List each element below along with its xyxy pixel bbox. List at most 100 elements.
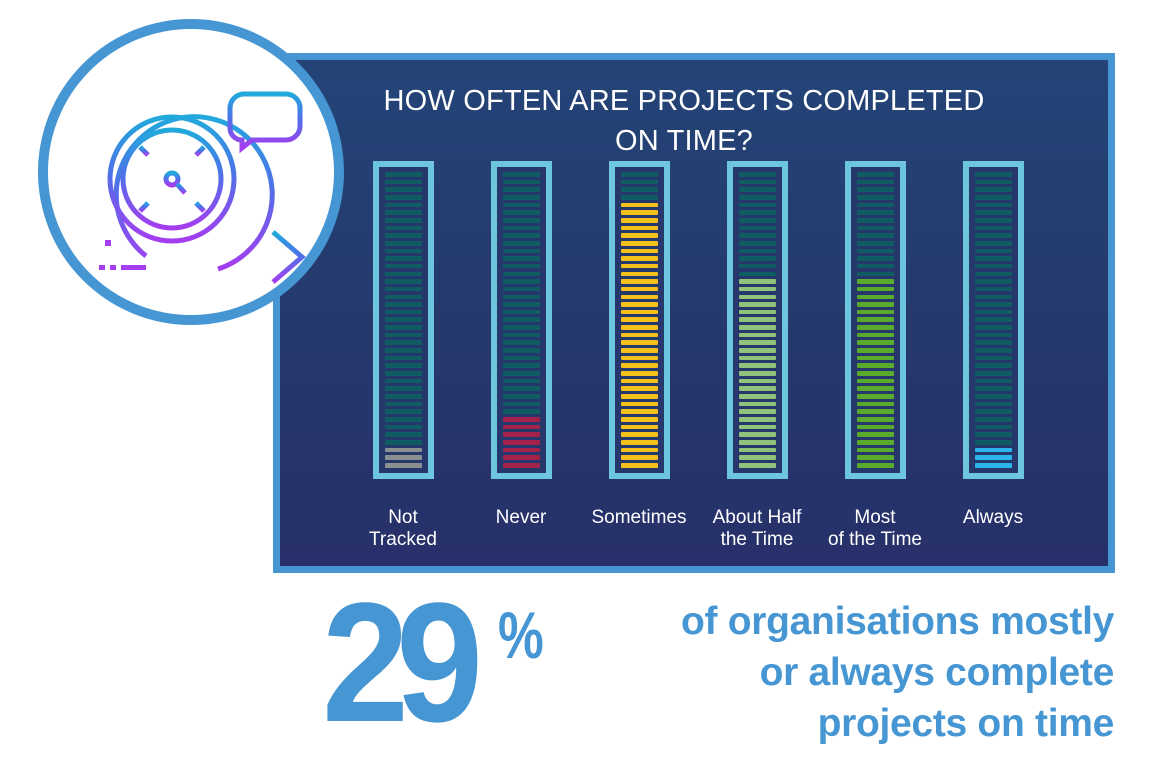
empty-segment <box>503 401 540 407</box>
filled-segment <box>621 378 658 384</box>
chart-title-line-2: ON TIME? <box>614 125 754 157</box>
filled-segment <box>857 286 894 292</box>
empty-segment <box>857 194 894 200</box>
empty-segment <box>503 394 540 399</box>
empty-segment <box>385 340 422 346</box>
filled-segment <box>739 371 776 376</box>
empty-segment <box>385 194 422 200</box>
filled-segment <box>739 378 776 384</box>
filled-segment <box>621 371 658 376</box>
filled-segment <box>621 455 658 460</box>
empty-segment <box>857 263 894 269</box>
filled-segment <box>739 286 776 292</box>
empty-segment <box>739 271 776 277</box>
empty-segment <box>503 409 540 414</box>
filled-segment <box>621 432 658 437</box>
empty-segment <box>739 202 776 208</box>
clock-speed-arrow-chat-icon <box>99 91 306 284</box>
empty-segment <box>503 172 540 177</box>
segment-stack <box>385 172 422 468</box>
filled-segment <box>621 348 658 353</box>
filled-segment <box>739 317 776 323</box>
filled-segment <box>621 325 658 330</box>
empty-segment <box>975 179 1012 185</box>
bar-most-of-the-time <box>845 161 906 479</box>
empty-segment <box>385 263 422 269</box>
filled-segment <box>739 325 776 330</box>
empty-segment <box>503 363 540 368</box>
stat-percent-sign: % <box>498 598 544 672</box>
empty-segment <box>857 202 894 208</box>
filled-segment <box>857 462 894 468</box>
label-line-1: Not <box>388 507 418 528</box>
empty-segment <box>503 256 540 261</box>
filled-segment <box>857 394 894 399</box>
segment-stack <box>857 172 894 468</box>
empty-segment <box>503 378 540 384</box>
filled-segment <box>739 302 776 307</box>
filled-segment <box>621 309 658 315</box>
bar-label-about-half: About Half the Time <box>698 507 816 551</box>
empty-segment <box>385 355 422 361</box>
empty-segment <box>621 179 658 185</box>
empty-segment <box>503 325 540 330</box>
empty-segment <box>975 302 1012 307</box>
empty-segment <box>621 187 658 192</box>
stat-number: 29 <box>322 568 483 758</box>
empty-segment <box>385 409 422 414</box>
empty-segment <box>385 417 422 422</box>
filled-segment <box>739 355 776 361</box>
empty-segment <box>385 271 422 277</box>
empty-segment <box>975 371 1012 376</box>
empty-segment <box>975 210 1012 215</box>
empty-segment <box>385 233 422 238</box>
filled-segment <box>503 417 540 422</box>
empty-segment <box>503 371 540 376</box>
empty-segment <box>739 248 776 254</box>
filled-segment <box>621 286 658 292</box>
bar-label-most-of-the-time: Most of the Time <box>816 507 934 551</box>
empty-segment <box>385 210 422 215</box>
filled-segment <box>621 279 658 284</box>
empty-segment <box>739 263 776 269</box>
empty-segment <box>975 378 1012 384</box>
filled-segment <box>621 302 658 307</box>
empty-segment <box>503 340 540 346</box>
filled-segment <box>857 409 894 414</box>
filled-segment <box>739 409 776 414</box>
empty-segment <box>857 172 894 177</box>
empty-segment <box>739 210 776 215</box>
empty-segment <box>739 233 776 238</box>
filled-segment <box>857 355 894 361</box>
empty-segment <box>857 240 894 246</box>
filled-segment <box>621 210 658 215</box>
empty-segment <box>857 233 894 238</box>
filled-segment <box>621 263 658 269</box>
filled-segment <box>739 340 776 346</box>
empty-segment <box>975 340 1012 346</box>
icon-badge <box>38 19 344 325</box>
empty-segment <box>503 263 540 269</box>
filled-segment <box>621 217 658 223</box>
filled-segment <box>739 424 776 430</box>
empty-segment <box>503 271 540 277</box>
filled-segment <box>621 439 658 445</box>
filled-segment <box>857 386 894 391</box>
filled-segment <box>857 317 894 323</box>
empty-segment <box>385 179 422 185</box>
empty-segment <box>503 302 540 307</box>
segment-stack <box>621 172 658 468</box>
filled-segment <box>857 401 894 407</box>
filled-segment <box>621 462 658 468</box>
empty-segment <box>385 240 422 246</box>
filled-segment <box>621 401 658 407</box>
filled-segment <box>857 348 894 353</box>
empty-segment <box>503 217 540 223</box>
empty-segment <box>385 172 422 177</box>
empty-segment <box>975 363 1012 368</box>
empty-segment <box>385 371 422 376</box>
empty-segment <box>385 325 422 330</box>
filled-segment <box>975 455 1012 460</box>
bar-sometimes <box>609 161 670 479</box>
empty-segment <box>385 332 422 338</box>
